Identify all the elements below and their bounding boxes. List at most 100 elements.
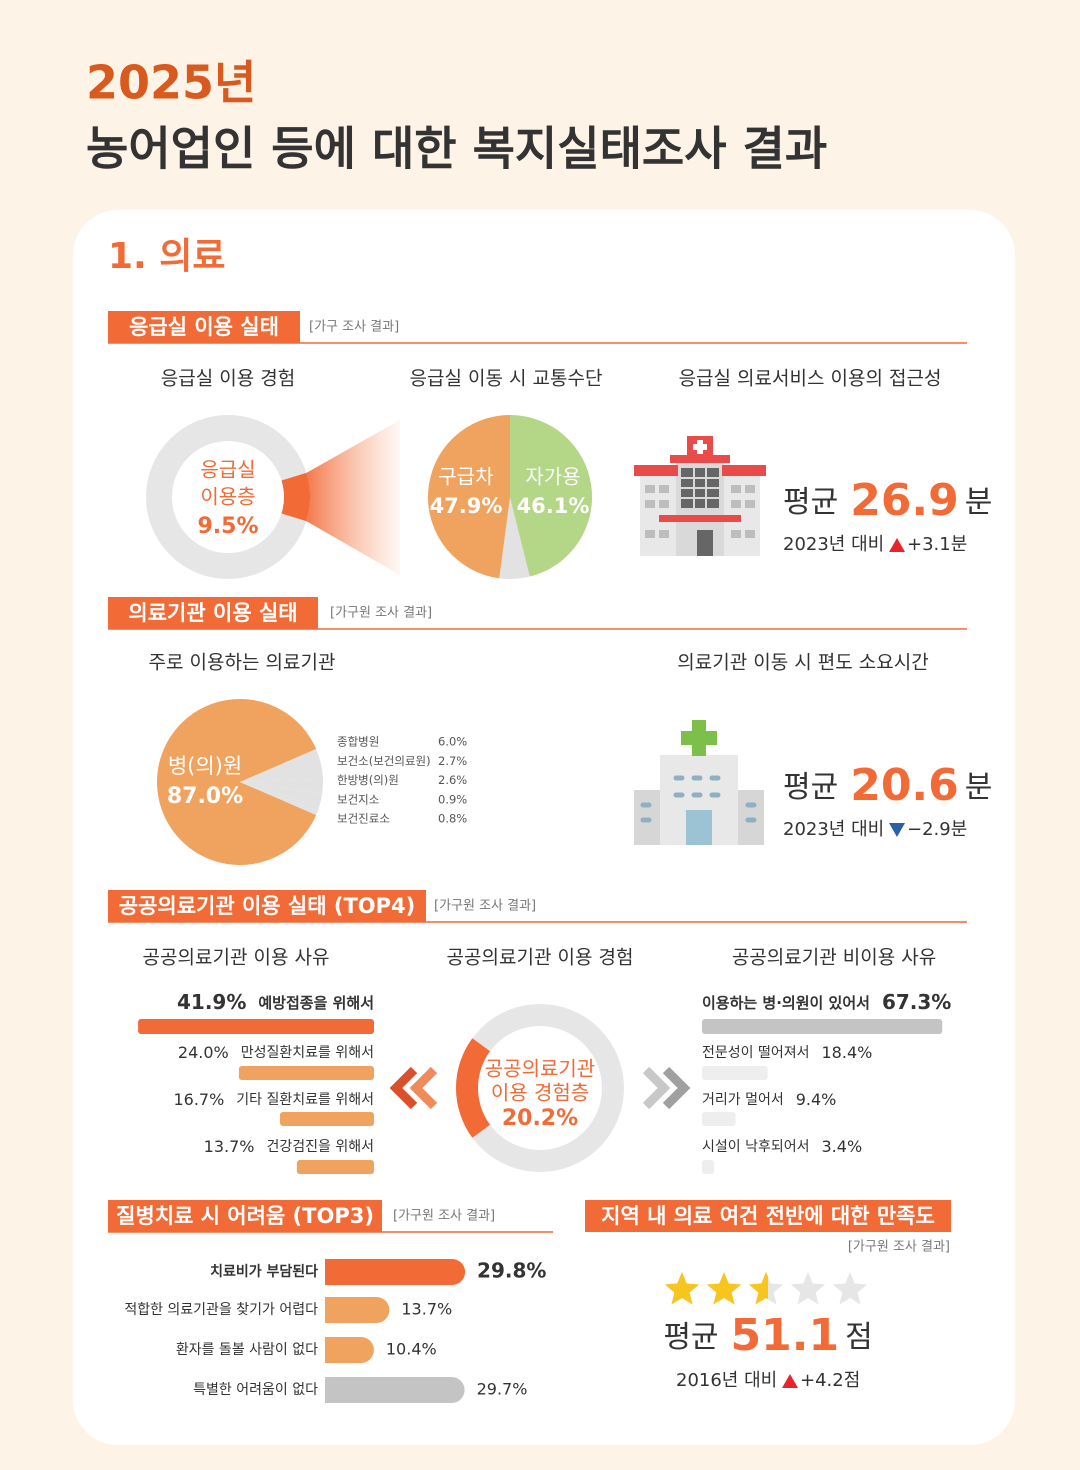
bar-value: 16.7% (173, 1090, 224, 1109)
stat-unit: 분 (965, 485, 993, 520)
section-note: [가구원 조사 결과] (393, 1209, 495, 1224)
bar-name: 적합한 의료기관을 찾기가 어렵다 (124, 1302, 318, 1318)
change-label: −2.9분 (907, 819, 967, 840)
bar-name: 거리가 멀어서 (702, 1092, 784, 1108)
section-note: [가구원 조사 결과] (848, 1240, 950, 1255)
bar-value: 41.9% (177, 990, 246, 1014)
bar-name: 예방접종을 위해서 (258, 994, 374, 1012)
compare-label: 2023년 대비 (783, 534, 884, 555)
stat-unit: 분 (965, 770, 993, 805)
change-arrow (889, 538, 905, 552)
bar (702, 1112, 736, 1126)
compare-label: 2023년 대비 (783, 819, 884, 840)
bar-label: 24.0% 만성질환치료를 위해서 (178, 1043, 374, 1062)
bar-name: 환자를 돌볼 사람이 없다 (176, 1342, 318, 1358)
section-tag (108, 890, 426, 922)
legend-value: 0.8% (438, 812, 467, 826)
chart-title: 응급실 의료서비스 이용의 접근성 (679, 368, 942, 390)
chart-title: 응급실 이용 경험 (161, 368, 295, 390)
bar (702, 1066, 768, 1080)
bar (702, 1160, 715, 1174)
section-tag-label: 지역 내 의료 여건 전반에 대한 만족도 (601, 1204, 935, 1228)
pie-slice (240, 782, 318, 815)
bar-value: 9.4% (796, 1090, 837, 1109)
pie-slice (240, 779, 323, 794)
chart-title: 응급실 이동 시 교통수단 (410, 368, 603, 390)
pie-slice (157, 698, 317, 865)
legend-value: 2.6% (438, 773, 467, 787)
chart-title: 주로 이용하는 의료기관 (149, 652, 336, 674)
legend-value: 0.9% (438, 792, 467, 806)
change-arrow (889, 823, 905, 837)
legend-name: 한방병(의)원 (337, 773, 399, 787)
donut-label: 이용 경험층 (491, 1081, 589, 1105)
chart-title: 공공의료기관 비이용 사유 (732, 947, 936, 969)
star-filled (706, 1272, 742, 1305)
section-tag-label: 공공의료기관 이용 실태 (TOP4) (119, 894, 416, 918)
donut-label: 이용층 (200, 485, 255, 509)
section-tag (108, 597, 318, 629)
zoom-cone (306, 420, 400, 575)
donut-segment (281, 472, 310, 522)
star-filled (748, 1272, 768, 1305)
bar (325, 1377, 465, 1403)
chart-title: 공공의료기관 이용 경험 (447, 947, 634, 969)
legend-value: 2.7% (438, 754, 467, 768)
legend-name: 보건진료소 (337, 812, 390, 826)
section-note: [가구 조사 결과] (309, 320, 399, 335)
bar-name: 기타 질환치료를 위해서 (236, 1092, 374, 1108)
bar (138, 1019, 374, 1034)
bar-name: 치료비가 부담된다 (210, 1263, 318, 1280)
bar-label: 41.9% 예방접종을 위해서 (177, 990, 374, 1014)
bar-value: 29.8% (477, 1259, 546, 1283)
donut-segment (456, 1038, 491, 1138)
pie-slice (240, 749, 323, 782)
stars-filled (664, 1272, 768, 1305)
section-tag (108, 1200, 382, 1232)
slice-value: 47.9% (430, 494, 503, 518)
bar (325, 1337, 374, 1363)
bar-label: 16.7% 기타 질환치료를 위해서 (173, 1090, 374, 1109)
section-tag (585, 1200, 951, 1232)
section-note: [가구원 조사 결과] (330, 606, 432, 621)
bar-value: 13.7% (401, 1300, 452, 1319)
star-empty (832, 1272, 868, 1305)
stat: 평균 26.9 분 (783, 475, 992, 526)
stat: 평균 20.6 분 (783, 760, 992, 811)
content: 응급실 이용 실태 [가구 조사 결과] 의료기관 이용 실태 [가구원 조사 결과]… (108, 311, 992, 1403)
bar-name: 건강검진을 위해서 (267, 1139, 375, 1155)
donut-value: 20.2% (502, 1106, 578, 1131)
bar-label: 이용하는 병·의원이 있어서 67.3% (702, 990, 951, 1014)
bar-value: 67.3% (882, 990, 951, 1014)
star-empty (790, 1272, 826, 1305)
hospital-icon (634, 436, 766, 556)
main-title: 농어업인 등에 대한 복지실태조사 결과 (86, 122, 827, 176)
stat-prefix: 평균 (783, 485, 838, 520)
pie-slice (428, 415, 510, 579)
stat: 평균 51.1 점 (663, 1310, 872, 1361)
chevrons-left (389, 1066, 438, 1110)
pie-slice (510, 415, 592, 577)
chart-title: 의료기관 이동 시 편도 소요시간 (677, 652, 928, 674)
bar (238, 1066, 374, 1080)
change-label: +4.2점 (800, 1370, 860, 1391)
bar (325, 1259, 466, 1285)
section-tag-label: 응급실 이용 실태 (129, 315, 279, 339)
legend-name: 보건소(보건의료원) (337, 754, 431, 768)
legend-name: 보건지소 (337, 792, 379, 806)
compare-label: 2016년 대비 (676, 1370, 777, 1391)
slice-label: 병(의)원 (168, 754, 242, 778)
bar-value: 24.0% (178, 1043, 229, 1062)
pie-slice (240, 782, 323, 807)
change-arrow (782, 1374, 798, 1388)
section-title: 1. 의료 (108, 236, 226, 277)
bar-label: 전문성이 떨어져서 18.4% (702, 1043, 872, 1062)
bar-name: 특별한 어려움이 없다 (193, 1382, 318, 1398)
bar-name: 전문성이 떨어져서 (702, 1045, 810, 1061)
legend-value: 6.0% (438, 735, 467, 749)
stat-prefix: 평균 (783, 770, 838, 805)
stat-unit: 점 (845, 1320, 873, 1355)
bar-name: 이용하는 병·의원이 있어서 (702, 994, 870, 1012)
chevrons-right (642, 1066, 691, 1110)
slice-value: 46.1% (517, 494, 590, 518)
